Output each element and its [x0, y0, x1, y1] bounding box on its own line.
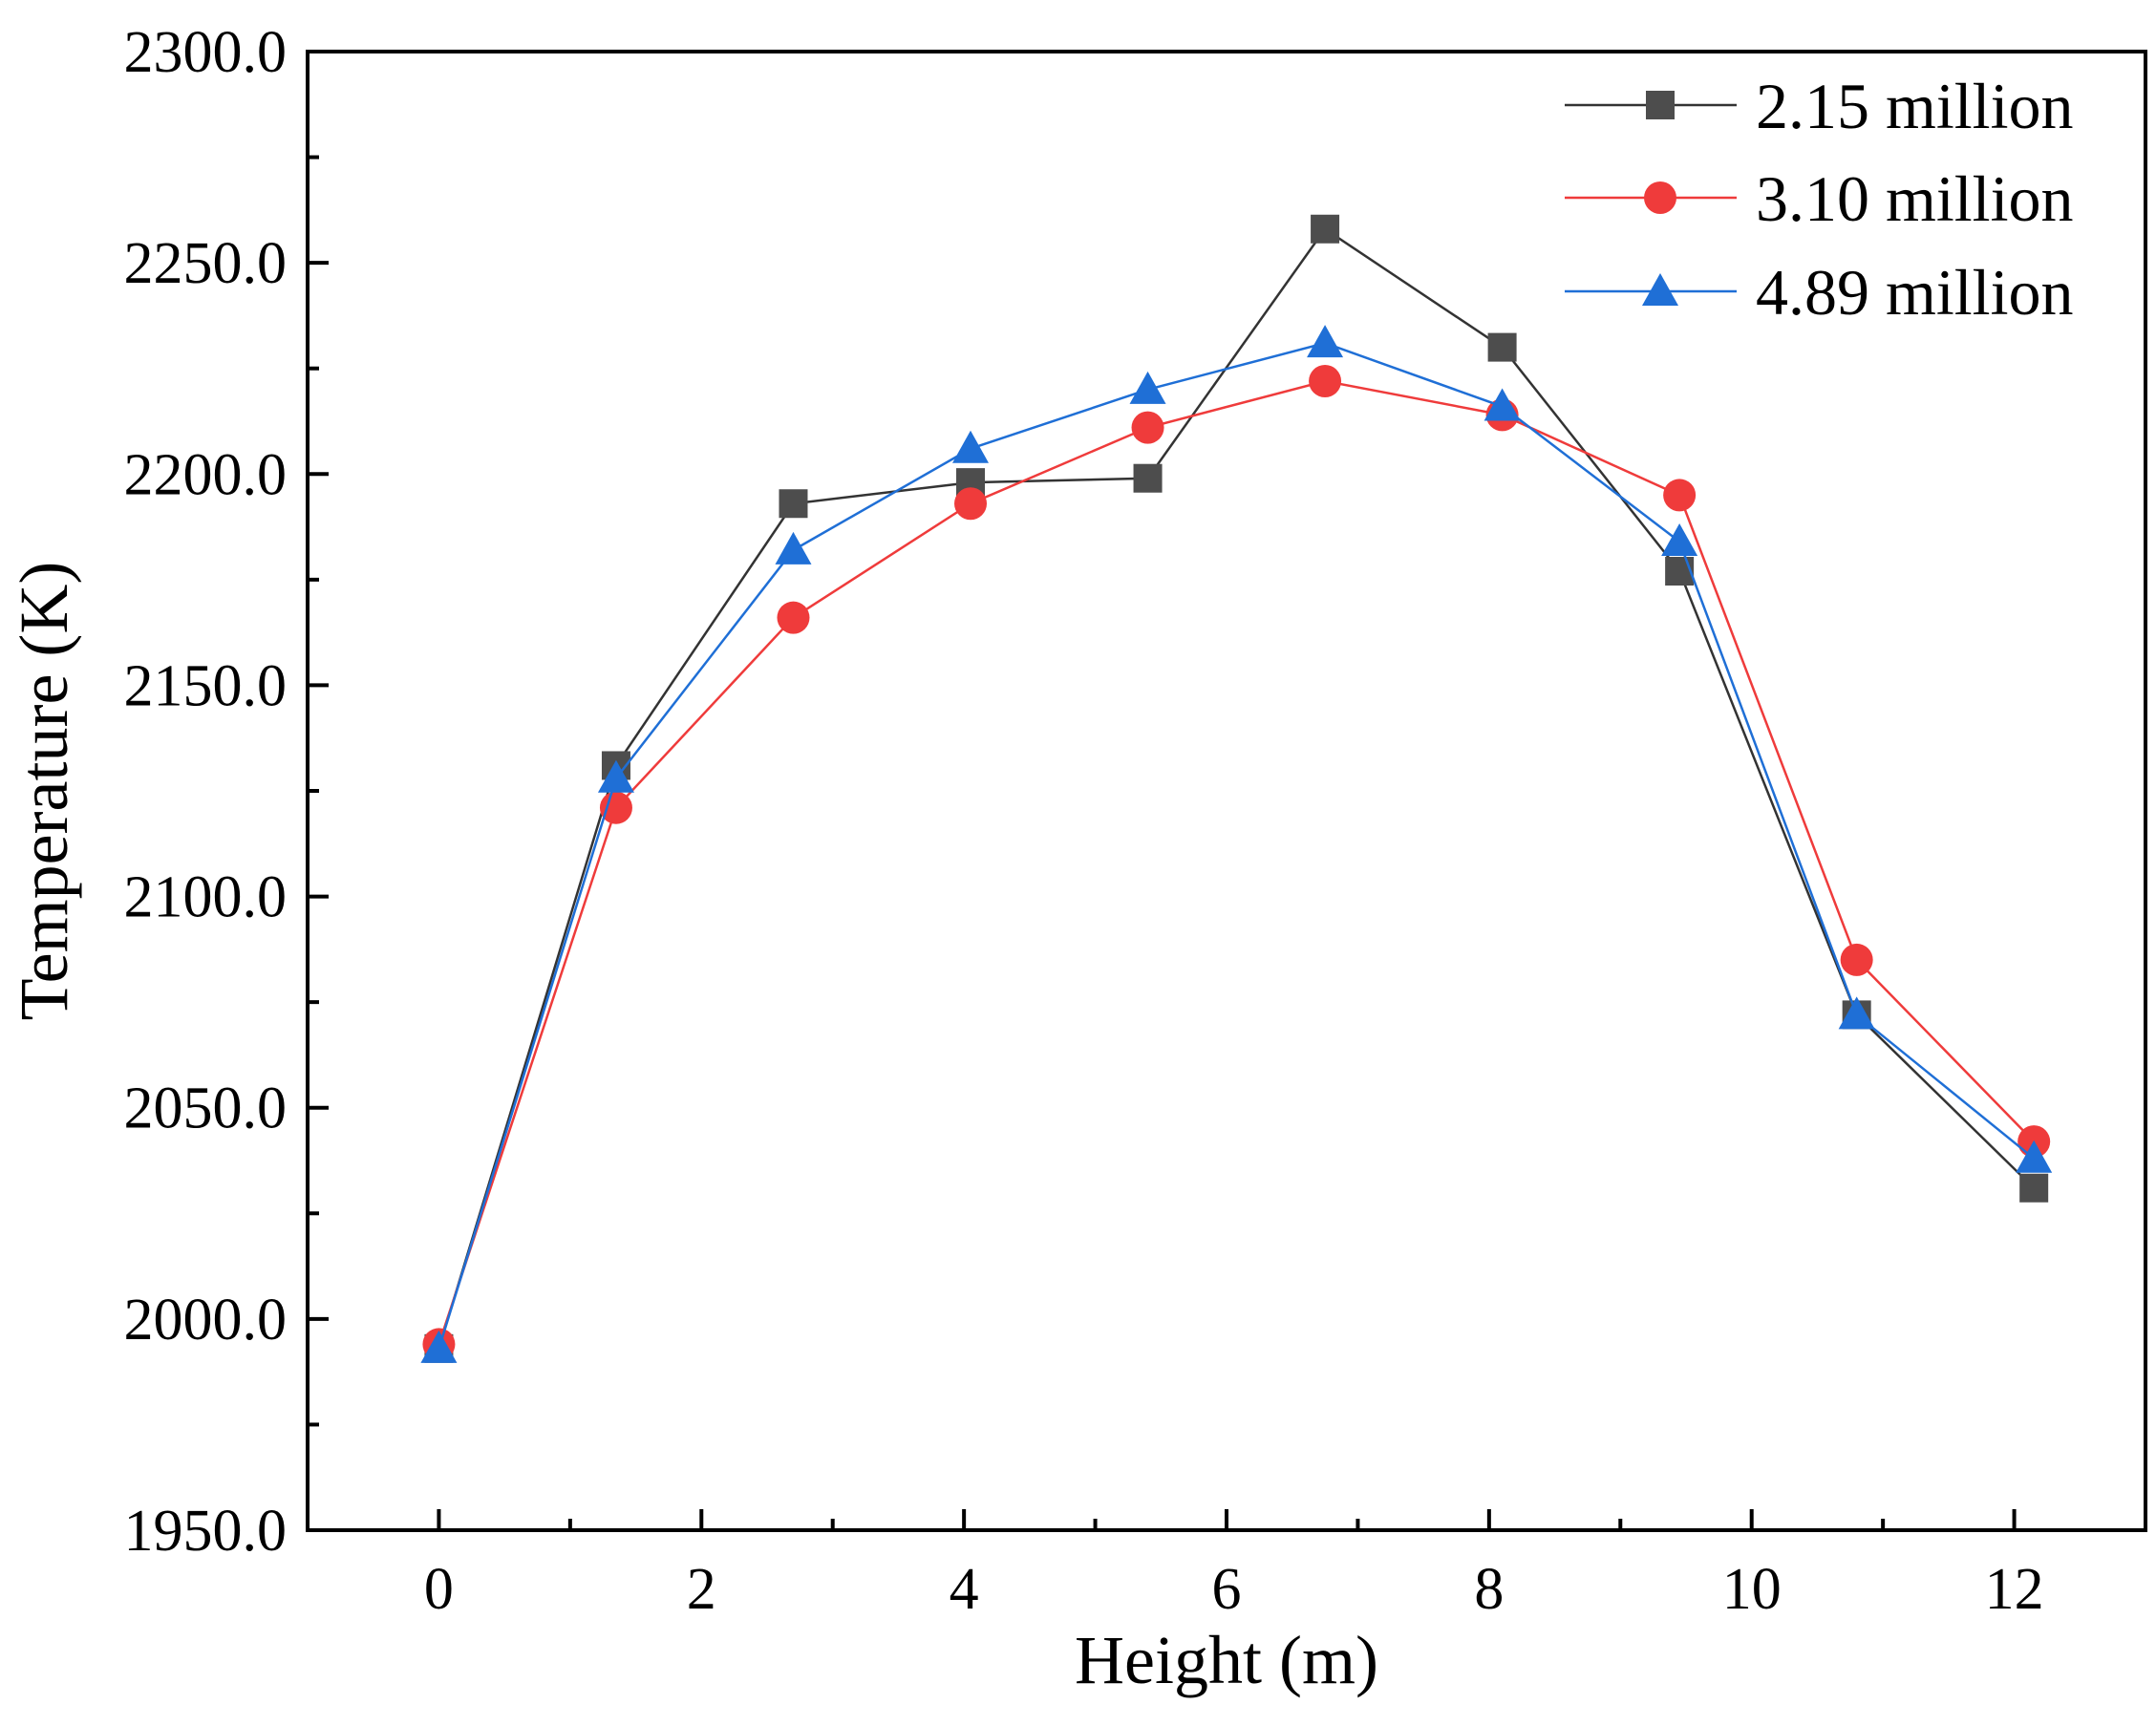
data-point: [1309, 364, 1342, 397]
x-tick-label: 8: [1474, 1557, 1504, 1622]
y-tick-label: 1950.0: [124, 1499, 288, 1564]
legend: 2.15 million 3.10 million 4.89 million: [1565, 70, 2073, 329]
data-point: [1311, 214, 1340, 244]
y-tick-label: 2300.0: [124, 20, 288, 85]
data-point: [1661, 523, 1698, 557]
data-point: [1663, 479, 1697, 512]
y-tick-label: 2150.0: [124, 653, 288, 718]
y-tick-label: 2000.0: [124, 1288, 288, 1353]
x-tick-label: 12: [1985, 1557, 2044, 1622]
data-point: [1133, 463, 1163, 493]
legend-marker: [1644, 181, 1676, 214]
data-point: [1838, 996, 1875, 1030]
data-point: [954, 487, 988, 521]
data-point: [1487, 332, 1517, 362]
y-tick-label: 2200.0: [124, 442, 288, 507]
y-axis-title: Temperature (K): [6, 562, 82, 1021]
data-point: [420, 1330, 458, 1363]
data-point: [597, 759, 634, 793]
plot-marks: [420, 214, 2053, 1363]
data-point: [1840, 943, 1873, 976]
legend-label: 3.10 million: [1756, 162, 2073, 235]
series-line: [438, 341, 2035, 1350]
x-tick-label: 10: [1722, 1557, 1782, 1622]
x-tick-label: 2: [687, 1557, 716, 1622]
x-axis-title: Height (m): [1075, 1622, 1378, 1698]
data-point: [599, 791, 632, 824]
y-tick-label: 2100.0: [124, 865, 288, 930]
data-point: [1484, 388, 1521, 421]
series-line: [438, 379, 2036, 1345]
x-tick-label: 6: [1212, 1557, 1242, 1622]
data-point: [2019, 1173, 2049, 1203]
data-point: [1131, 411, 1164, 444]
data-point: [1307, 325, 1344, 358]
y-tick-label: 2050.0: [124, 1076, 288, 1141]
data-point: [1129, 371, 1166, 404]
x-tick-label: 0: [424, 1557, 454, 1622]
data-point: [777, 601, 810, 634]
legend-label: 4.89 million: [1756, 256, 2073, 329]
legend-marker: [1646, 91, 1675, 119]
data-point: [775, 531, 812, 565]
data-point: [952, 430, 990, 463]
legend-marker: [1642, 273, 1678, 306]
legend-label: 2.15 million: [1756, 70, 2073, 142]
series-line: [438, 227, 2036, 1350]
series-4-89-million: [420, 325, 2053, 1363]
series-3-10-million: [422, 364, 2051, 1361]
axis-ticks: 0 2 4 6 8 10 12 1950.0 2000.0 2050.0 2100.0 2150.0 2…: [124, 20, 2044, 1622]
data-point: [1665, 557, 1695, 586]
data-point: [779, 489, 808, 519]
x-tick-label: 4: [950, 1557, 979, 1622]
y-tick-label: 2250.0: [124, 231, 288, 296]
data-point: [2016, 1140, 2053, 1173]
